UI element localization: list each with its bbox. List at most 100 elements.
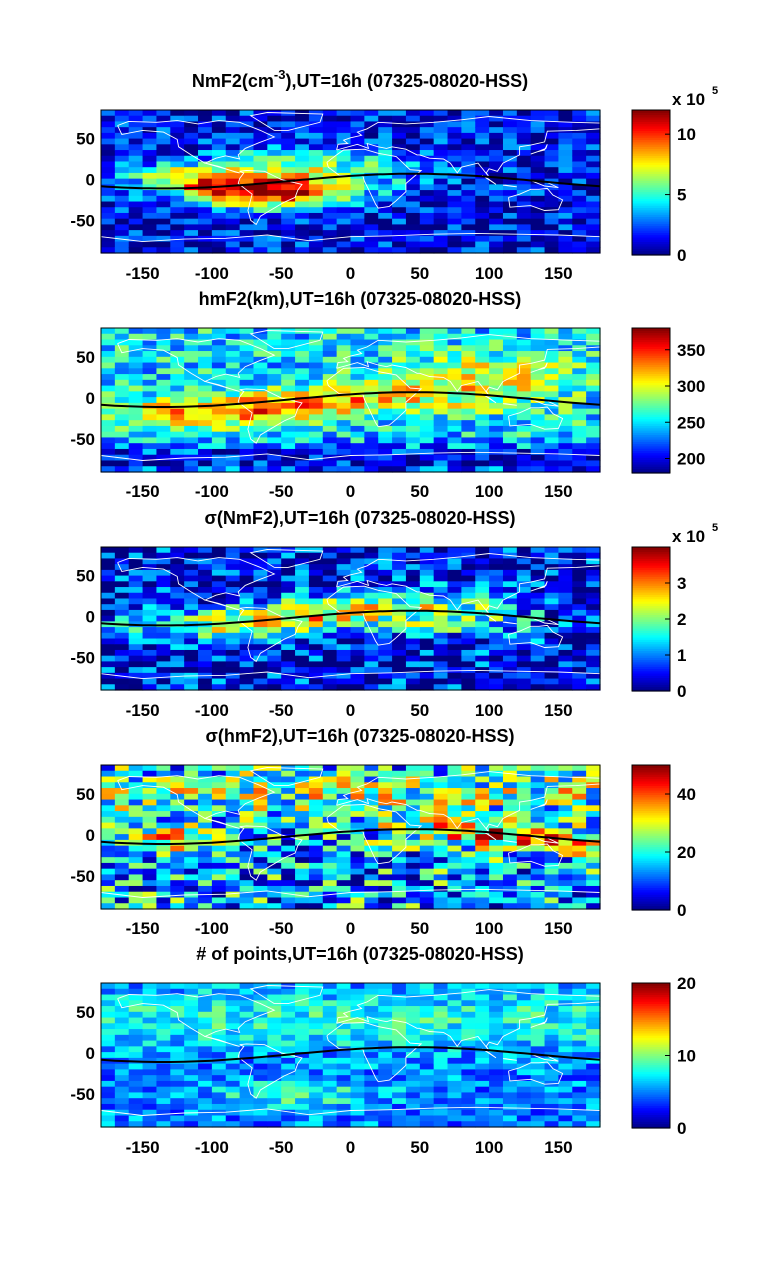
heat-cell <box>128 132 144 140</box>
heat-cell <box>253 667 268 674</box>
heat-cell <box>184 1080 199 1088</box>
heat-cell <box>433 649 449 657</box>
heat-cell <box>378 1103 393 1111</box>
heat-cell <box>530 903 546 910</box>
heat-cell <box>489 891 504 899</box>
heat-cell <box>156 627 171 634</box>
heat-cell <box>447 431 462 439</box>
heat-cell <box>101 431 116 439</box>
heat-cell <box>392 862 407 870</box>
heat-cell <box>308 115 324 123</box>
heat-cell <box>405 799 421 806</box>
x-tick-label: -100 <box>195 919 229 938</box>
heat-cell <box>433 587 449 594</box>
heat-cell <box>295 414 310 421</box>
heat-cell <box>198 420 213 427</box>
heat-cell <box>211 1000 227 1007</box>
heat-cell <box>475 868 490 876</box>
heat-cell <box>489 621 504 628</box>
heat-cell <box>267 425 282 433</box>
heat-cell <box>253 184 268 191</box>
heat-cell <box>433 184 449 191</box>
heat-cell <box>184 897 199 904</box>
heat-cell <box>586 788 601 795</box>
heat-cell <box>392 816 407 824</box>
heat-cell <box>502 782 518 789</box>
heat-cell <box>128 575 144 582</box>
heat-cell <box>114 190 130 197</box>
heat-cell <box>211 195 227 203</box>
heat-cell <box>475 834 490 841</box>
heat-cell <box>114 638 130 645</box>
heat-cell <box>295 397 310 404</box>
heat-cell <box>378 575 393 582</box>
heat-cell <box>184 460 199 467</box>
heat-cell <box>378 868 393 876</box>
heat-cell <box>253 1121 268 1128</box>
x-tick-label: 150 <box>544 1138 572 1157</box>
heat-cell <box>572 1006 587 1013</box>
heat-cell <box>170 212 185 220</box>
heat-cell <box>586 552 601 560</box>
heat-cell <box>142 770 158 778</box>
heat-cell <box>128 581 144 588</box>
heat-cell <box>516 190 532 197</box>
heat-cell <box>114 448 130 456</box>
heat-cell <box>142 903 158 910</box>
heat-cell <box>544 374 560 381</box>
heat-cell <box>433 661 449 668</box>
heat-cell <box>239 339 255 346</box>
heat-cell <box>572 661 587 668</box>
heat-cell <box>101 632 116 640</box>
heat-cell <box>530 811 546 818</box>
heat-cell <box>225 1046 241 1053</box>
heat-cell <box>586 793 601 801</box>
heat-cell <box>253 339 268 346</box>
heat-cell <box>586 857 601 864</box>
heat-cell <box>114 667 130 674</box>
heat-cell <box>392 356 407 364</box>
colorbar-step <box>632 657 670 661</box>
heat-cell <box>198 1023 213 1030</box>
heat-cell <box>502 581 518 588</box>
heat-cell <box>516 621 532 628</box>
heat-cell <box>405 994 421 1001</box>
heat-cell <box>544 765 560 772</box>
colorbar-tick-label: 200 <box>677 450 705 469</box>
heat-cell <box>198 391 213 398</box>
heat-cell <box>308 1115 324 1122</box>
colorbar-step <box>632 328 670 331</box>
heat-cell <box>378 241 393 248</box>
heat-cell <box>225 776 241 783</box>
heat-cell <box>225 1000 241 1007</box>
heat-cell <box>101 587 116 594</box>
heat-cell <box>447 448 462 456</box>
heat-cell <box>378 379 393 387</box>
heat-cell <box>101 178 116 185</box>
heat-cell <box>558 793 573 801</box>
heat-cell <box>336 241 352 248</box>
heat-cell <box>101 224 116 231</box>
heat-cell <box>295 649 310 657</box>
heat-cell <box>516 581 532 588</box>
heat-cell <box>572 184 587 191</box>
heat-cell <box>308 1046 324 1053</box>
colorbar-step <box>632 560 670 564</box>
heat-cell <box>392 1121 407 1128</box>
heat-cell <box>267 793 282 801</box>
heat-cell <box>336 851 352 858</box>
heat-cell <box>572 805 587 812</box>
heat-cell <box>239 212 255 220</box>
heat-cell <box>253 1092 268 1099</box>
heat-cell <box>128 127 144 134</box>
heat-cell <box>586 770 601 778</box>
heat-cell <box>225 339 241 346</box>
heat-cell <box>558 391 573 398</box>
heat-cell <box>308 834 324 841</box>
heat-cell <box>544 172 560 180</box>
heat-cell <box>433 362 449 369</box>
heat-cell <box>114 230 130 237</box>
heat-cell <box>516 862 532 870</box>
heat-cell <box>433 1023 449 1030</box>
heat-cell <box>502 851 518 858</box>
